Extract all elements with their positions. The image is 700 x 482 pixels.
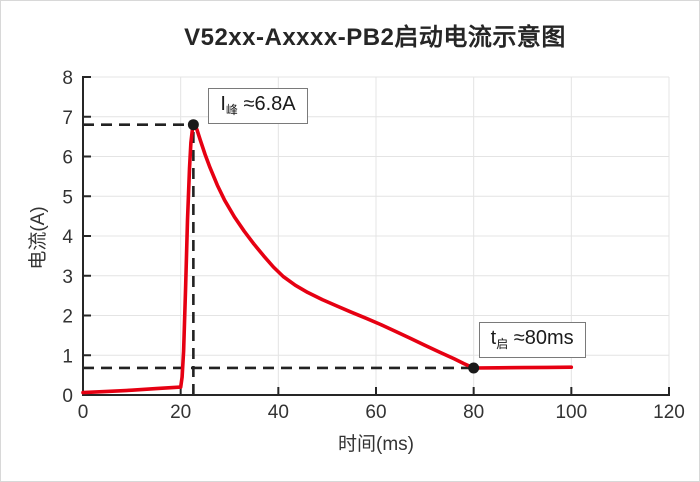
y-axis-title: 电流(A) (28, 206, 49, 270)
x-tick-label: 0 (78, 402, 89, 423)
y-tick-label: 2 (62, 307, 73, 328)
current-curve (81, 122, 574, 395)
annotation-symbol: I (220, 92, 226, 115)
x-axis-title: 时间(ms) (338, 434, 414, 455)
x-tick-label: 20 (170, 402, 191, 423)
x-tick-label: 100 (555, 402, 587, 423)
x-tick-label: 80 (463, 402, 484, 423)
y-tick-label: 1 (62, 346, 73, 367)
y-tick-label: 3 (62, 267, 73, 288)
x-tick-label: 40 (268, 402, 289, 423)
y-tick-label: 5 (62, 187, 73, 208)
y-tick-label: 8 (62, 68, 73, 89)
peak-current-marker (187, 119, 199, 131)
startup-time-marker (468, 362, 480, 374)
chart-title: V52xx-Axxxx-PB2启动电流示意图 (184, 24, 566, 51)
x-tick-label: 120 (653, 402, 685, 423)
y-tick-label: 7 (62, 108, 73, 129)
annotation-symbol: t (490, 326, 497, 349)
x-tick-label: 60 (365, 402, 386, 423)
y-tick-label: 0 (62, 386, 73, 407)
annotation-value: ≈80ms (508, 326, 574, 349)
annotation-subscript: 启 (496, 336, 509, 351)
annotation-peak-current: I峰 ≈6.8A (208, 87, 308, 124)
annotation-startup-time: t启 ≈80ms (478, 321, 586, 358)
annotation-value: ≈6.8A (237, 92, 296, 115)
annotation-subscript: 峰 (225, 102, 238, 117)
y-tick-label: 4 (62, 227, 73, 248)
y-tick-label: 6 (62, 148, 73, 169)
